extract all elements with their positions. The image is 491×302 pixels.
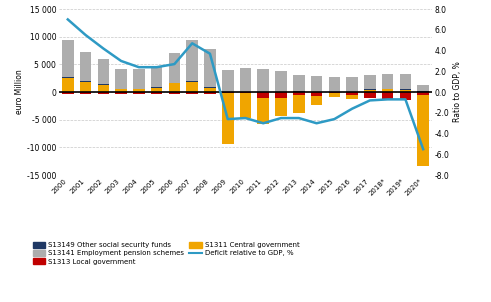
Bar [400, 92, 411, 100]
Bar [346, 92, 358, 95]
Bar [257, 69, 269, 92]
Bar [222, 92, 234, 93]
Bar [364, 92, 376, 98]
Bar [62, 92, 74, 94]
Bar [168, 92, 180, 94]
Bar [400, 74, 411, 89]
Bar [187, 82, 198, 92]
Bar [328, 77, 340, 92]
Y-axis label: Ratio to GDP, %: Ratio to GDP, % [453, 62, 462, 123]
Bar [222, 93, 234, 144]
Bar [98, 84, 109, 85]
Bar [382, 74, 393, 88]
Bar [240, 68, 251, 92]
Bar [133, 89, 145, 92]
Bar [115, 89, 127, 92]
Bar [98, 85, 109, 92]
Bar [417, 85, 429, 91]
Bar [62, 77, 74, 78]
Bar [400, 90, 411, 92]
Bar [328, 93, 340, 97]
Bar [151, 88, 163, 92]
Bar [80, 92, 91, 94]
Bar [80, 52, 91, 81]
Bar [98, 92, 109, 94]
Legend: S13149 Other social security funds, S13141 Employment pension schemes, S1313 Loc: S13149 Other social security funds, S131… [32, 242, 300, 265]
Bar [311, 76, 323, 92]
Bar [187, 92, 198, 94]
Bar [98, 59, 109, 84]
Bar [187, 81, 198, 82]
Bar [275, 98, 287, 116]
Bar [80, 81, 91, 82]
Bar [257, 92, 269, 98]
Bar [293, 75, 304, 91]
Bar [115, 69, 127, 89]
Bar [382, 89, 393, 92]
Bar [62, 78, 74, 92]
Bar [204, 87, 216, 88]
Bar [275, 92, 287, 98]
Y-axis label: euro Million: euro Million [15, 70, 24, 114]
Bar [400, 89, 411, 90]
Bar [293, 92, 304, 95]
Bar [364, 90, 376, 92]
Bar [311, 92, 323, 96]
Bar [293, 91, 304, 92]
Bar [275, 71, 287, 92]
Bar [222, 70, 234, 92]
Bar [80, 82, 91, 92]
Bar [204, 50, 216, 87]
Bar [115, 92, 127, 94]
Bar [311, 96, 323, 105]
Bar [168, 83, 180, 92]
Bar [62, 40, 74, 77]
Bar [364, 89, 376, 90]
Bar [417, 92, 429, 95]
Bar [204, 88, 216, 92]
Bar [417, 95, 429, 166]
Bar [346, 77, 358, 92]
Bar [257, 98, 269, 124]
Bar [240, 93, 251, 118]
Bar [382, 92, 393, 99]
Bar [382, 88, 393, 89]
Bar [187, 40, 198, 81]
Bar [204, 92, 216, 94]
Bar [417, 91, 429, 92]
Bar [364, 75, 376, 89]
Bar [151, 92, 163, 94]
Bar [293, 95, 304, 113]
Bar [133, 92, 145, 94]
Bar [346, 95, 358, 99]
Bar [151, 66, 163, 87]
Bar [328, 92, 340, 93]
Bar [240, 92, 251, 93]
Bar [151, 87, 163, 88]
Bar [133, 69, 145, 89]
Bar [168, 53, 180, 83]
